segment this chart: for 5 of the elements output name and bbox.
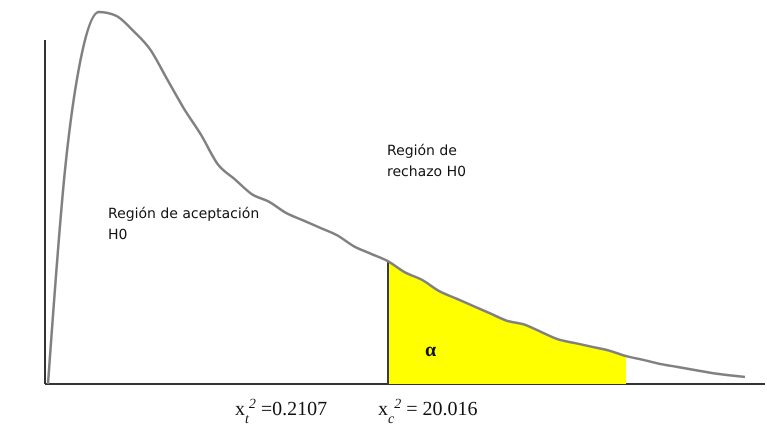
- annotation: α: [425, 339, 436, 361]
- annotation: Región de rechazo H0: [387, 143, 466, 180]
- text: x$_{t}$$^{2}$ =0.2107: [235, 396, 328, 426]
- annotation: Región de aceptación H0: [108, 206, 260, 243]
- text: x$_{c}$$^{2}$ = 20.016: [378, 396, 478, 426]
